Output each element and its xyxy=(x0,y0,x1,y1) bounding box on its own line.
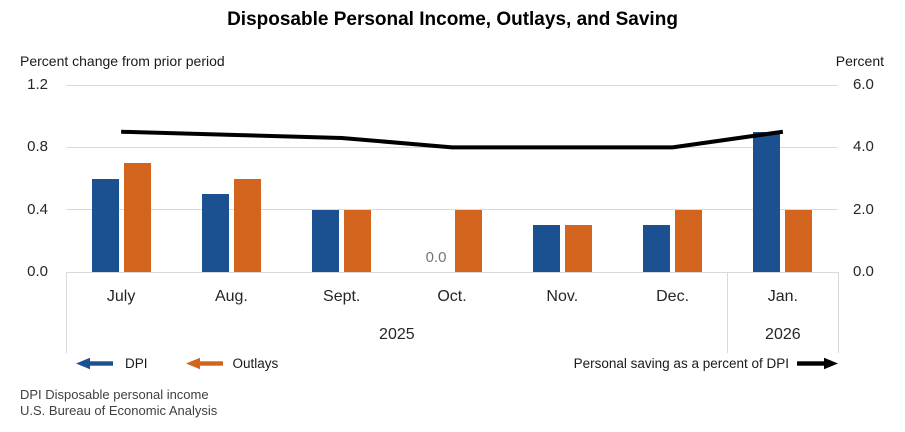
month-label: Oct. xyxy=(437,288,467,305)
bar-outlays xyxy=(233,178,261,272)
gridline xyxy=(66,209,838,211)
bar-outlays xyxy=(344,209,372,272)
outlays-legend-arrow-icon xyxy=(185,357,223,369)
category-divider xyxy=(65,272,67,353)
month-label: Aug. xyxy=(214,288,248,305)
bar-outlays xyxy=(785,209,813,272)
left-axis-header: Percent change from prior period xyxy=(20,53,225,69)
year-label: 2025 xyxy=(379,326,415,343)
saving-legend: Personal saving as a percent of DPI xyxy=(574,353,838,373)
right-axis-header: Percent xyxy=(835,53,884,69)
year-label: 2026 xyxy=(765,326,801,343)
gridline xyxy=(66,271,838,273)
legend: DPI Outlays xyxy=(76,353,278,373)
month-label: Sept. xyxy=(323,288,361,305)
month-label: Jan. xyxy=(767,288,798,305)
right-tick-label: 0.0 xyxy=(853,263,874,280)
saving-line xyxy=(121,129,784,150)
chart-title: Disposable Personal Income, Outlays, and… xyxy=(227,9,678,30)
left-tick-label: 1.2 xyxy=(27,76,48,93)
category-divider xyxy=(727,272,729,353)
bar-outlays xyxy=(564,225,592,272)
bar-dpi xyxy=(312,209,340,272)
zero-data-label: 0.0 xyxy=(425,249,447,266)
saving-legend-label: Personal saving as a percent of DPI xyxy=(573,355,789,371)
left-tick-label: 0.8 xyxy=(27,138,48,156)
right-tick-label: 2.0 xyxy=(853,200,874,218)
month-label: Nov. xyxy=(546,288,579,305)
footnote-dpi-definition: DPI Disposable personal income xyxy=(20,387,209,402)
bar-outlays xyxy=(123,162,151,272)
bar-dpi xyxy=(201,194,229,272)
bar-dpi xyxy=(753,131,781,272)
saving-legend-arrow-icon xyxy=(797,357,838,369)
category-divider xyxy=(837,272,839,353)
dpi-legend-arrow-icon xyxy=(76,357,113,369)
right-tick-label: 4.0 xyxy=(853,138,874,156)
bar-dpi xyxy=(532,225,560,272)
outlays-legend-label: Outlays xyxy=(232,355,279,371)
month-label: Dec. xyxy=(656,288,690,305)
right-tick-label: 6.0 xyxy=(853,76,874,93)
gridline xyxy=(66,84,838,86)
month-label: July xyxy=(106,288,136,305)
bar-dpi xyxy=(91,178,119,272)
left-tick-label: 0.4 xyxy=(27,200,48,218)
footnotes: DPI Disposable personal income U.S. Bure… xyxy=(20,387,217,419)
bar-dpi xyxy=(643,225,671,272)
dpi-legend-label: DPI xyxy=(125,355,148,371)
gridline xyxy=(66,146,838,148)
bar-outlays xyxy=(454,209,482,272)
footnote-source: U.S. Bureau of Economic Analysis xyxy=(20,403,218,418)
left-tick-label: 0.0 xyxy=(27,263,48,280)
bar-outlays xyxy=(675,209,703,272)
